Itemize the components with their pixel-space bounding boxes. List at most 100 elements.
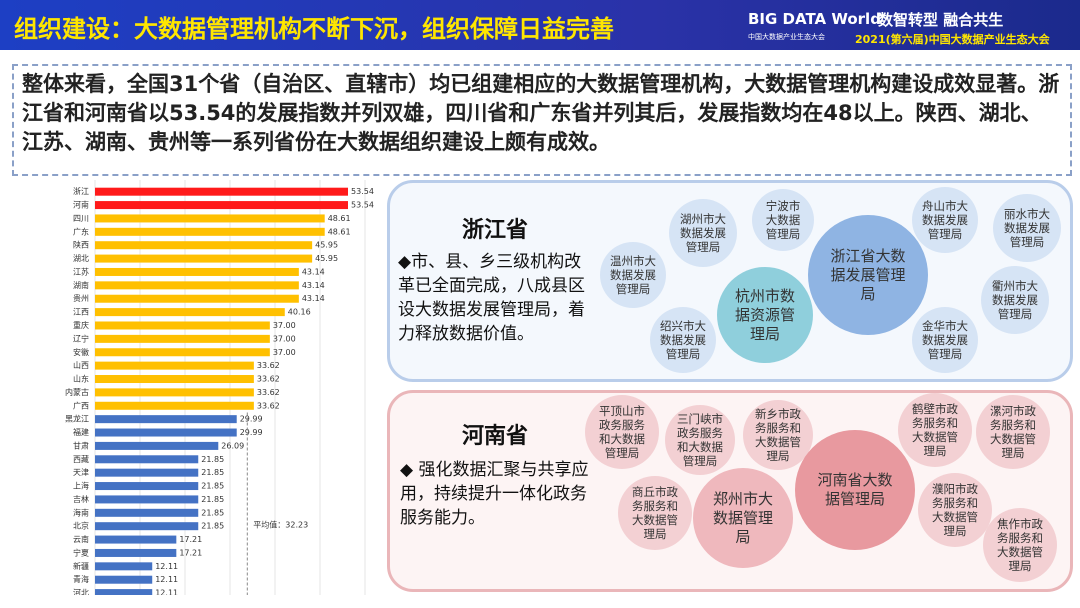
bar: [95, 294, 299, 303]
slide-title: 组织建设：大数据管理机构不断下沉，组织保障日益完善: [14, 15, 614, 43]
org-node: 三门峡市政务服务和大数据管理局: [665, 405, 735, 475]
value-label: 17.21: [179, 548, 202, 557]
bar: [95, 548, 177, 557]
value-label: 21.85: [201, 482, 224, 491]
category-label: 海南: [73, 507, 89, 517]
org-node: 杭州市数据资源管理局: [717, 267, 813, 363]
value-label: 33.62: [257, 388, 280, 397]
value-label: 21.85: [201, 455, 224, 464]
org-node: 郑州市大数据管理局: [693, 468, 793, 568]
value-label: 37.00: [273, 321, 296, 330]
org-node: 浙江省大数据发展管理局: [808, 215, 928, 335]
org-node: 鹤壁市政务服务和大数据管理局: [898, 393, 972, 467]
category-label: 江苏: [73, 266, 89, 276]
bar: [95, 201, 348, 210]
org-node: 焦作市政务服务和大数据管理局: [983, 508, 1057, 582]
bar: [95, 334, 270, 343]
bar: [95, 361, 254, 370]
value-label: 12.11: [155, 575, 178, 584]
category-label: 广东: [73, 226, 89, 236]
value-label: 26.09: [221, 441, 244, 450]
org-node: 新乡市政务服务和大数据管理局: [743, 400, 813, 470]
org-node: 宁波市大数据管理局: [752, 189, 814, 251]
bar: [95, 415, 237, 424]
category-label: 新疆: [73, 561, 89, 571]
org-node: 舟山市大数据发展管理局: [912, 187, 978, 253]
bar: [95, 187, 348, 196]
category-label: 上海: [73, 481, 89, 491]
bar: [95, 495, 199, 504]
bar: [95, 254, 313, 263]
category-label: 青海: [73, 574, 89, 584]
category-label: 河北: [73, 588, 89, 595]
value-label: 21.85: [201, 508, 224, 517]
value-label: 53.54: [351, 187, 374, 196]
category-label: 北京: [73, 521, 89, 531]
category-label: 贵州: [73, 293, 89, 303]
value-label: 29.99: [240, 428, 263, 437]
value-label: 33.62: [257, 375, 280, 384]
category-label: 陕西: [73, 240, 89, 250]
category-label: 甘肃: [73, 440, 89, 450]
panel-text: ◆ 强化数据汇聚与共享应用，持续提升一体化政务服务能力。: [400, 460, 589, 528]
value-label: 43.14: [302, 281, 325, 290]
bar: [95, 308, 285, 317]
category-label: 湖北: [73, 254, 89, 263]
bar: [95, 468, 199, 477]
bar: [95, 482, 199, 491]
category-label: 天津: [73, 467, 89, 477]
bar: [95, 241, 313, 250]
category-label: 广西: [73, 400, 89, 410]
bar: [95, 388, 254, 397]
org-node: 温州市大数据发展管理局: [600, 242, 666, 308]
bar: [95, 508, 199, 517]
bar: [95, 441, 219, 450]
value-label: 33.62: [257, 401, 280, 410]
panel-title: 河南省: [462, 424, 529, 449]
org-node: 河南省大数据管理局: [795, 430, 915, 550]
category-label: 安徽: [73, 347, 89, 357]
category-label: 四川: [73, 214, 89, 223]
category-label: 重庆: [73, 320, 89, 330]
average-label: 平均值：32.23: [253, 519, 308, 529]
panel-title: 浙江省: [462, 218, 529, 243]
value-label: 21.85: [201, 522, 224, 531]
category-label: 湖南: [73, 280, 89, 290]
category-label: 山东: [73, 374, 89, 384]
category-label: 山西: [73, 360, 89, 370]
value-label: 33.62: [257, 361, 280, 370]
value-label: 48.61: [328, 227, 351, 236]
value-label: 48.61: [328, 214, 351, 223]
value-label: 12.11: [155, 562, 178, 571]
bar: [95, 401, 254, 410]
value-label: 37.00: [273, 348, 296, 357]
value-label: 43.14: [302, 267, 325, 276]
value-label: 43.14: [302, 294, 325, 303]
logo-sub: 中国大数据产业生态大会: [748, 33, 825, 41]
bar: [95, 535, 177, 544]
panel-text: ◆市、县、乡三级机构改革已全面完成，八成县区设大数据发展管理局，着力释放数据价值…: [398, 252, 585, 344]
org-node: 绍兴市大数据发展管理局: [650, 307, 716, 373]
category-label: 浙江: [73, 186, 89, 196]
bar: [95, 375, 254, 384]
org-node: 平顶山市政务服务和大数据管理局: [585, 395, 659, 469]
category-label: 河南: [73, 200, 89, 210]
bar: [95, 267, 299, 276]
slogan: 数智转型 融合共生: [878, 11, 1004, 29]
value-label: 45.95: [315, 254, 338, 263]
value-label: 17.21: [179, 535, 202, 544]
org-node: 衢州市大数据发展管理局: [981, 266, 1049, 334]
banner: [0, 0, 1080, 50]
org-node: 濮阳市政务服务和大数据管理局: [918, 473, 992, 547]
value-label: 21.85: [201, 468, 224, 477]
category-label: 内蒙古: [65, 387, 89, 397]
bar: [95, 575, 153, 584]
bar: [95, 522, 199, 531]
value-label: 45.95: [315, 241, 338, 250]
bar: [95, 348, 270, 357]
value-label: 12.11: [155, 589, 178, 595]
value-label: 40.16: [288, 308, 311, 317]
chart: 浙江 53.54 河南 53.54 四川 48.61 广东 48.61 陕西 45.95 湖北 45.…: [65, 180, 374, 595]
bar: [95, 214, 325, 223]
event: 2021(第六届)中国大数据产业生态大会: [855, 33, 1050, 46]
